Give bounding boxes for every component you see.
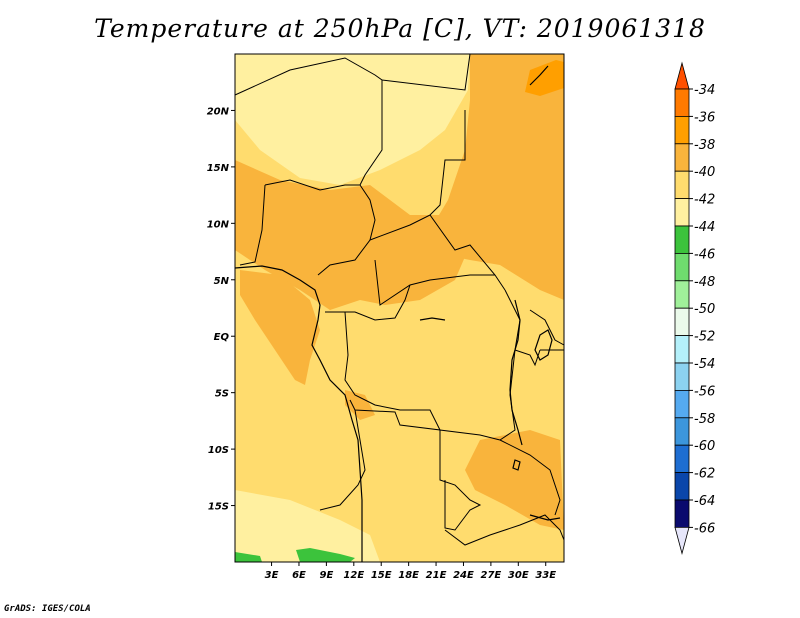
lon-tick-label: 9E [319, 570, 333, 581]
warm-region-coastal-angola [345, 390, 375, 420]
grads-credit: GrADS: IGES/COLA [4, 604, 91, 614]
lon-tick-label: 3E [265, 570, 279, 581]
lat-tick-label: 20N [207, 106, 230, 117]
colorbar-label: -42 [694, 193, 715, 208]
colorbar-label: -50 [694, 302, 715, 317]
lon-tick-label: 6E [292, 570, 306, 581]
lat-tick-label: 5S [215, 389, 229, 400]
lat-tick-label: 10N [207, 219, 230, 230]
colorbar-swatch [674, 362, 690, 391]
colorbar-swatch [674, 116, 690, 145]
colorbar-swatch [674, 499, 690, 528]
colorbar: -34 -36 -38 -40 -42 -44 -46 -48 -50 -52 -54 -56 -58 -… [674, 61, 715, 555]
lon-tick-label: 24E [453, 570, 474, 581]
chart-title: Temperature at 250hPa [C], VT: 201906131… [94, 14, 706, 43]
cool-region-north [235, 54, 470, 185]
cool-region-south [235, 490, 380, 562]
hot-patch-northeast [525, 60, 564, 96]
warm-region-south-east [465, 430, 564, 530]
cold-patch-center [296, 548, 355, 562]
colorbar-top-arrow [674, 61, 690, 90]
colorbar-swatch [674, 389, 690, 419]
colorbar-label: -34 [694, 83, 715, 98]
colorbar-label: -38 [694, 138, 715, 153]
map-frame [234, 53, 565, 563]
country-borders [234, 53, 565, 546]
map-panel [234, 53, 565, 563]
lat-tick-label: EQ [214, 332, 230, 343]
lon-tick-label: 27E [481, 570, 502, 581]
colorbar-label: -52 [694, 330, 715, 345]
latitude-axis: 20N 15N 10N 5N EQ 5S 10S 15S [207, 106, 235, 513]
colorbar-swatch [674, 143, 690, 172]
colorbar-label: -54 [694, 357, 715, 372]
colorbar-swatch [674, 88, 690, 117]
warm-region-central-north [235, 160, 470, 310]
colorbar-label: -66 [694, 521, 715, 536]
colorbar-swatch [674, 307, 690, 337]
colorbar-swatch [674, 225, 690, 254]
longitude-axis: 3E 6E 9E 12E 15E 18E 21E 24E 27E 30E 33E [265, 562, 556, 581]
lat-tick-label: 15S [208, 502, 229, 513]
colorbar-label: -62 [694, 467, 715, 482]
colorbar-label: -64 [694, 494, 715, 509]
colorbar-label: -46 [694, 247, 715, 262]
lon-tick-label: 12E [343, 570, 364, 581]
colorbar-swatch [674, 417, 690, 446]
colorbar-bottom-arrow [674, 527, 690, 555]
cold-patch-west [235, 552, 262, 562]
colorbar-swatch [674, 472, 690, 501]
lat-tick-label: 15N [207, 163, 230, 174]
lat-tick-label: 10S [208, 445, 229, 456]
colorbar-label: -60 [694, 439, 715, 454]
colorbar-label: -36 [694, 110, 715, 125]
colorbar-label: -40 [694, 165, 715, 180]
warm-region-gulf-of-guinea [240, 270, 320, 385]
lat-tick-label: 5N [214, 276, 230, 287]
colorbar-swatch [674, 198, 690, 227]
colorbar-swatch [674, 444, 690, 474]
colorbar-label: -58 [694, 412, 715, 427]
lon-tick-label: 21E [426, 570, 447, 581]
colorbar-label: -56 [694, 384, 715, 399]
lon-tick-label: 30E [508, 570, 529, 581]
lon-tick-label: 33E [535, 570, 556, 581]
colorbar-swatch [674, 280, 690, 309]
colorbar-swatch [674, 335, 690, 364]
colorbar-swatch [674, 252, 690, 282]
lon-tick-label: 15E [371, 570, 392, 581]
colorbar-label: -44 [694, 220, 715, 235]
lon-tick-label: 18E [398, 570, 419, 581]
coastlines-and-lakes [234, 65, 561, 562]
colorbar-swatch [674, 170, 690, 199]
colorbar-label: -48 [694, 275, 715, 290]
